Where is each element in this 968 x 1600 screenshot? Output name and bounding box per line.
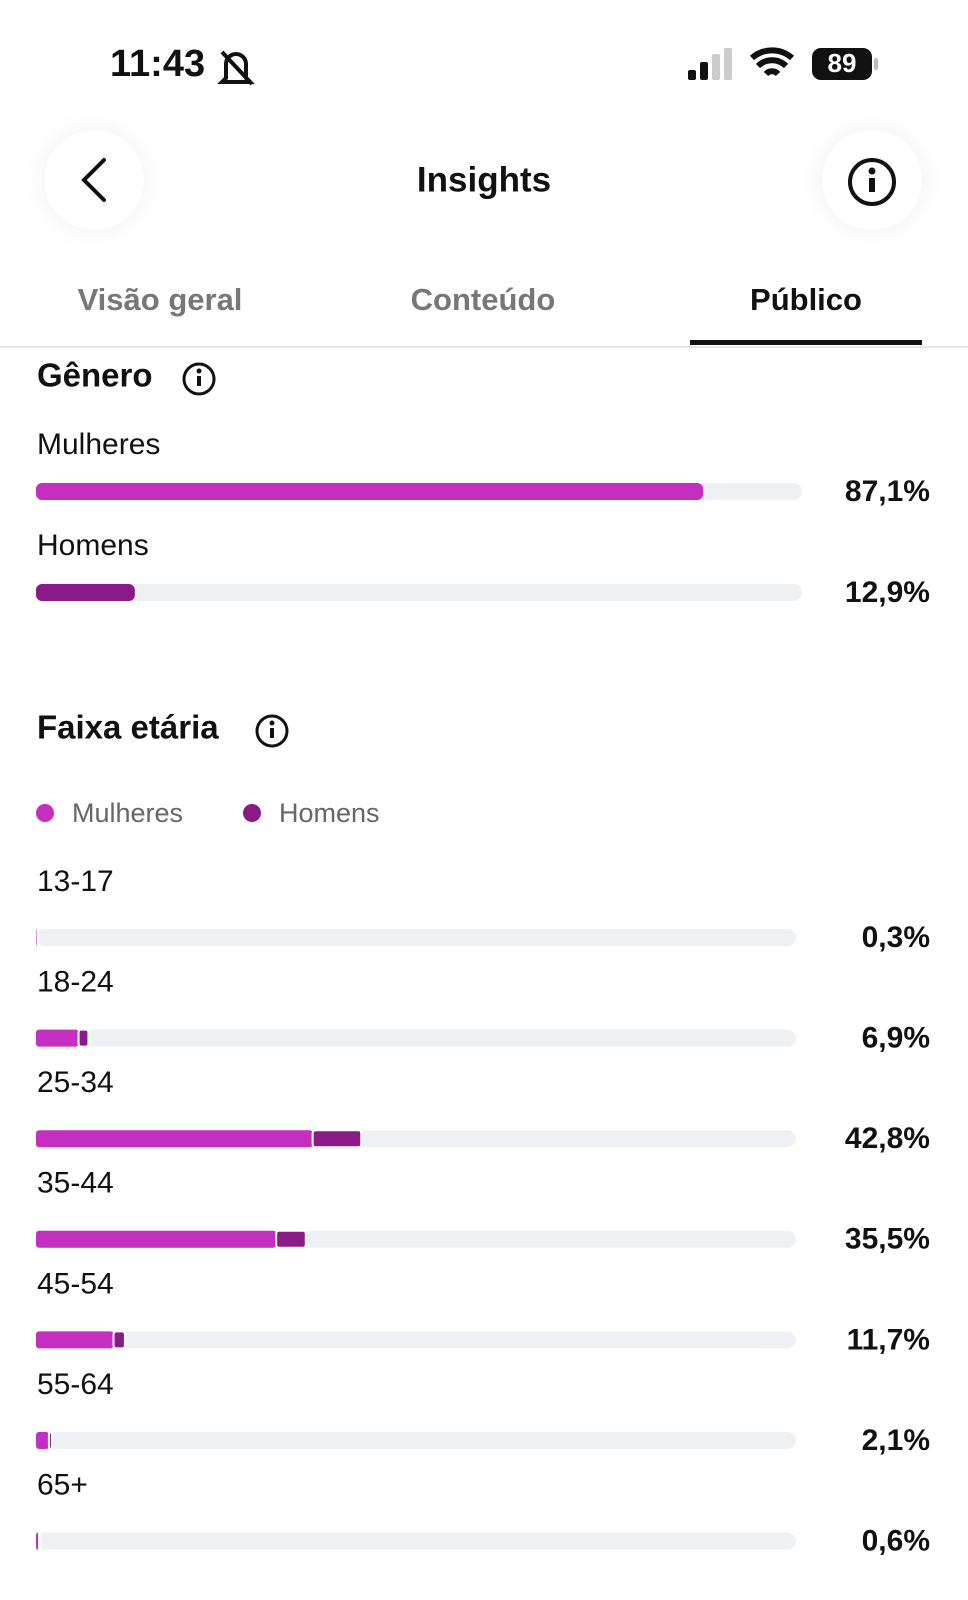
section-title: Faixa etária [37, 709, 219, 746]
battery-level: 89 [828, 48, 857, 78]
value-label: 87,1% [845, 475, 930, 508]
bar-track [36, 1029, 796, 1047]
bar-track [36, 1532, 796, 1550]
status-time: 11:43 [110, 43, 205, 85]
value-label: 42,8% [845, 1122, 930, 1155]
tab[interactable]: Visão geral [78, 282, 243, 317]
bar-men [77, 1028, 90, 1048]
wifi-icon [750, 47, 794, 77]
value-label: 0,3% [862, 921, 930, 954]
info-icon[interactable] [255, 714, 289, 748]
row-label: 18-24 [37, 966, 114, 999]
mute-icon [217, 50, 255, 86]
battery-tip [874, 58, 878, 70]
bar-track [36, 929, 796, 946]
info-icon[interactable] [182, 362, 216, 396]
legend-dot [243, 804, 261, 822]
back-arrow [81, 158, 106, 202]
bar-track [36, 1331, 796, 1349]
bar-track [36, 584, 802, 601]
bar-men [311, 1129, 363, 1149]
legend-label: Homens [279, 798, 380, 828]
legend-dot [36, 804, 54, 822]
row-label: 65+ [37, 1469, 88, 1502]
page-title: Insights [417, 160, 551, 199]
tab[interactable]: Conteúdo [411, 282, 556, 317]
row-label: Homens [37, 529, 149, 562]
bar-women [36, 1130, 313, 1148]
bar-men [36, 928, 40, 947]
bar-men [112, 1330, 126, 1350]
back-button[interactable] [44, 130, 144, 230]
row-label: 45-54 [37, 1267, 114, 1300]
row-label: 55-64 [37, 1368, 114, 1401]
bar-women [36, 1029, 79, 1047]
row-label: Mulheres [37, 428, 160, 461]
value-label: 12,9% [845, 576, 930, 609]
legend-label: Mulheres [72, 798, 183, 828]
info-icon [848, 158, 896, 206]
value-label: 11,7% [847, 1323, 930, 1356]
battery-icon [812, 48, 872, 80]
bar-track [36, 1432, 796, 1449]
bar-men [275, 1229, 307, 1249]
row-label: 35-44 [37, 1167, 114, 1200]
bar-men [47, 1431, 53, 1450]
bar [36, 483, 704, 500]
row-label: 13-17 [37, 865, 114, 898]
row-label: 25-34 [37, 1066, 114, 1099]
value-label: 35,5% [845, 1223, 930, 1256]
section-title: Gênero [37, 357, 153, 394]
bar-men [38, 1531, 42, 1551]
tab-indicator [690, 340, 922, 345]
tab[interactable]: Público [750, 282, 862, 317]
signal-icon [688, 48, 732, 80]
value-label: 0,6% [862, 1525, 930, 1558]
value-label: 6,9% [862, 1022, 930, 1055]
bar-women [36, 1331, 114, 1349]
value-label: 2,1% [862, 1424, 930, 1457]
bar-women [36, 1230, 277, 1248]
bar [36, 584, 135, 601]
bar-women [36, 1432, 49, 1449]
